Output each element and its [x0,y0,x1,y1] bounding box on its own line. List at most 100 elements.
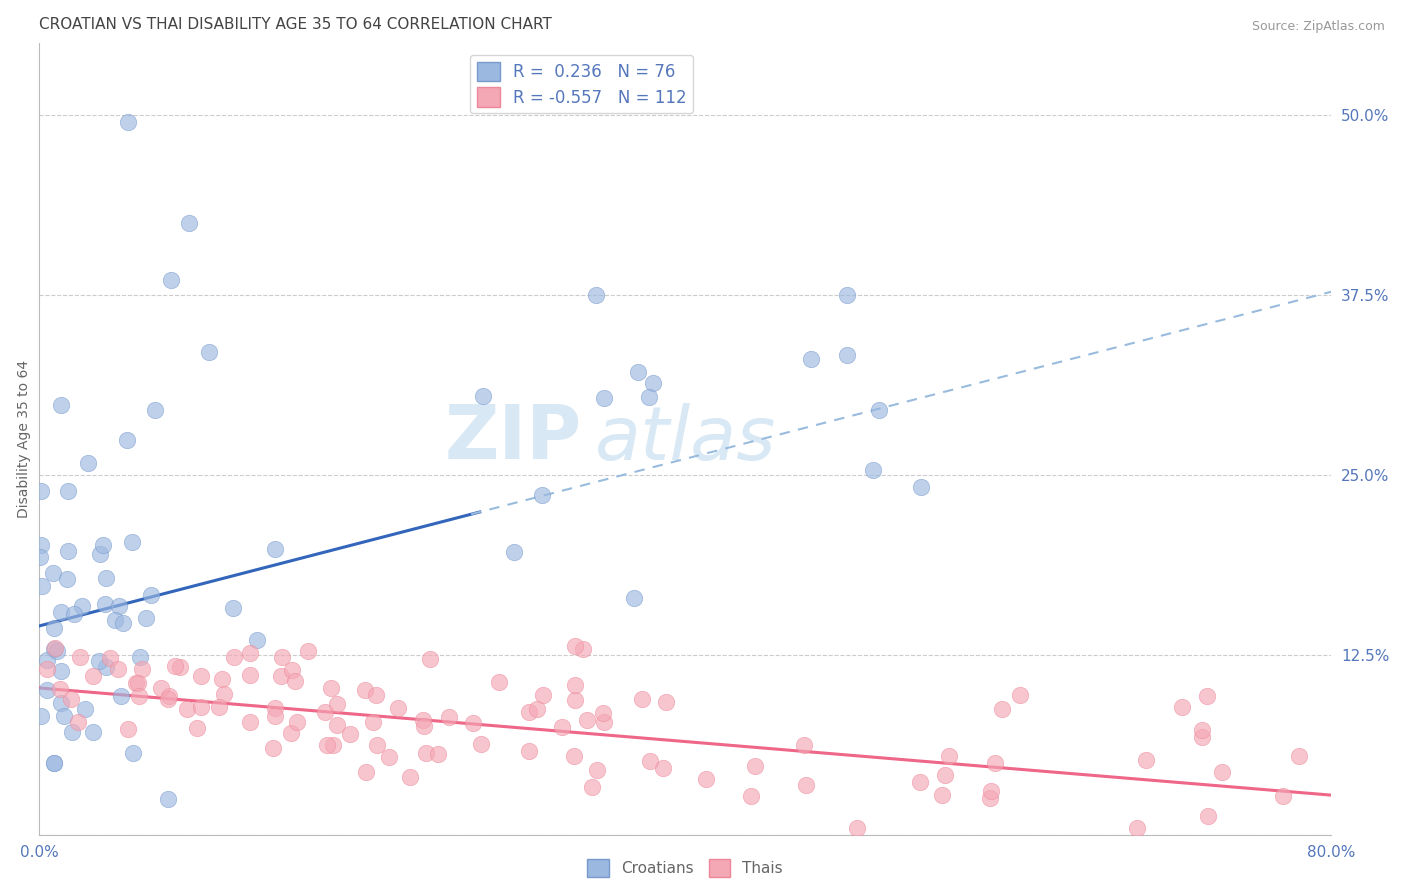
Point [593,715,616,730]
Point [412,714,434,728]
Point [354,682,377,697]
Point [695,772,717,787]
Point [564,639,586,653]
Point [564,692,586,706]
Point [623,591,645,605]
Point [378,750,401,764]
Point [1135,753,1157,767]
Point [793,739,815,753]
Point [82,669,104,683]
Point [364,688,387,702]
Point [72,599,94,613]
Point [938,749,960,764]
Point [419,651,441,665]
Point [285,715,308,730]
Point [281,663,304,677]
Point [186,722,208,736]
Point [35,662,58,676]
Point [150,681,173,696]
Point [263,701,285,715]
Point [356,764,378,779]
Text: atlas: atlas [595,402,776,475]
Point [413,719,436,733]
Point [37,652,59,666]
Point [163,659,186,673]
Point [179,216,201,230]
Point [627,365,650,379]
Point [264,708,287,723]
Point [124,676,146,690]
Point [94,570,117,584]
Point [112,615,135,630]
Point [1126,821,1149,835]
Y-axis label: Disability Age 35 to 64: Disability Age 35 to 64 [17,359,31,517]
Point [322,739,344,753]
Point [551,720,574,734]
Point [93,538,115,552]
Point [239,646,262,660]
Point [104,613,127,627]
Point [472,388,495,402]
Point [56,573,79,587]
Point [82,725,104,739]
Point [517,744,540,758]
Point [564,678,586,692]
Point [135,611,157,625]
Point [593,392,616,406]
Point [157,692,180,706]
Point [128,689,150,703]
Point [366,738,388,752]
Point [651,761,673,775]
Point [908,775,931,789]
Point [315,738,337,752]
Point [437,710,460,724]
Point [1191,730,1213,744]
Point [44,756,66,770]
Point [934,768,956,782]
Point [69,649,91,664]
Point [157,689,180,703]
Point [108,599,131,614]
Point [638,754,661,768]
Point [326,718,349,732]
Point [211,672,233,686]
Point [44,640,66,655]
Point [169,660,191,674]
Point [270,669,292,683]
Point [835,287,858,301]
Point [531,688,554,702]
Point [326,697,349,711]
Point [66,715,89,730]
Point [488,674,510,689]
Point [76,456,98,470]
Point [979,790,1001,805]
Point [1195,690,1218,704]
Point [638,391,661,405]
Point [30,549,52,564]
Point [117,115,139,129]
Point [461,716,484,731]
Point [239,714,262,729]
Point [592,706,614,720]
Point [63,607,86,621]
Point [426,747,449,762]
Point [35,683,58,698]
Point [59,692,82,706]
Point [44,641,66,656]
Point [1288,748,1310,763]
Point [122,746,145,760]
Point [190,669,212,683]
Point [208,700,231,714]
Point [585,287,607,301]
Point [284,674,307,689]
Point [98,650,121,665]
Point [141,588,163,602]
Point [585,764,607,778]
Point [576,714,599,728]
Point [1191,723,1213,737]
Point [264,541,287,556]
Point [740,789,762,803]
Point [42,756,65,770]
Point [526,702,548,716]
Legend: Croatians, Thais: Croatians, Thais [581,853,789,883]
